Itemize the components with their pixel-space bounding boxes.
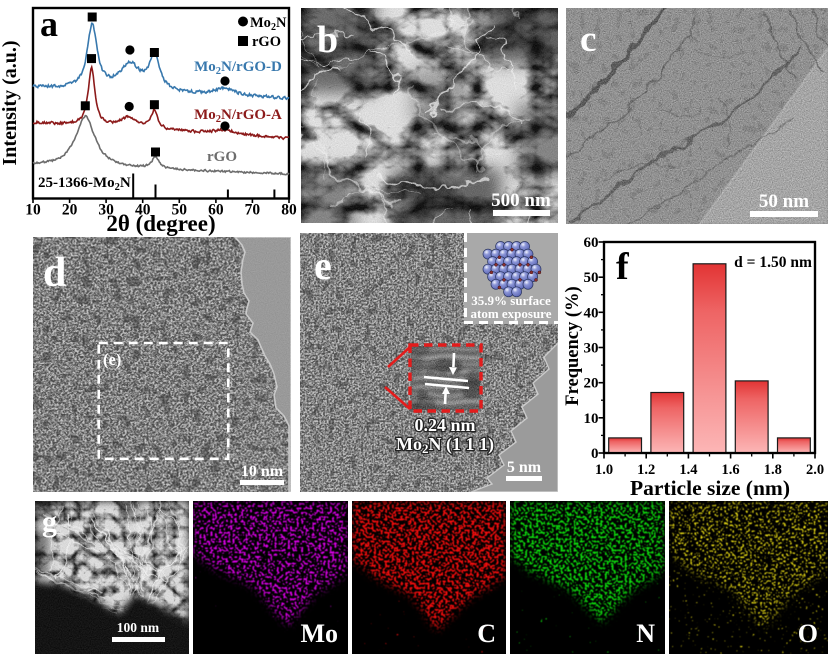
svg-text:20: 20 bbox=[62, 202, 78, 219]
svg-text:O: O bbox=[798, 619, 818, 648]
svg-text:rGO: rGO bbox=[207, 149, 237, 165]
svg-text:Mo2N (1 1 1): Mo2N (1 1 1) bbox=[396, 434, 494, 456]
svg-text:f: f bbox=[616, 246, 630, 288]
svg-text:g: g bbox=[42, 505, 57, 538]
svg-text:Mo2N: Mo2N bbox=[250, 15, 287, 33]
svg-text:50: 50 bbox=[584, 270, 599, 286]
svg-text:N: N bbox=[636, 619, 655, 648]
svg-text:10 nm: 10 nm bbox=[241, 463, 284, 480]
svg-text:60: 60 bbox=[208, 202, 224, 219]
svg-text:40: 40 bbox=[584, 305, 599, 321]
svg-text:1.2: 1.2 bbox=[637, 462, 655, 478]
svg-text:Frequency (%): Frequency (%) bbox=[563, 286, 583, 405]
svg-text:30: 30 bbox=[98, 202, 114, 219]
svg-text:80: 80 bbox=[281, 202, 297, 219]
svg-text:a: a bbox=[40, 4, 58, 44]
svg-text:70: 70 bbox=[245, 202, 261, 219]
svg-text:60: 60 bbox=[584, 235, 599, 251]
svg-text:1.8: 1.8 bbox=[764, 462, 782, 478]
svg-text:1.6: 1.6 bbox=[722, 462, 740, 478]
svg-text:b: b bbox=[317, 19, 338, 61]
svg-text:5 nm: 5 nm bbox=[507, 459, 542, 476]
svg-text:Particle size (nm): Particle size (nm) bbox=[630, 476, 790, 500]
svg-text:e: e bbox=[314, 243, 332, 288]
svg-text:100 nm: 100 nm bbox=[117, 620, 160, 635]
svg-text:Mo: Mo bbox=[300, 619, 338, 648]
svg-text:0.24 nm: 0.24 nm bbox=[414, 415, 475, 435]
svg-text:10: 10 bbox=[25, 202, 41, 219]
svg-text:d = 1.50 nm: d = 1.50 nm bbox=[734, 254, 812, 271]
svg-text:d: d bbox=[43, 250, 66, 296]
svg-text:Intensity (a.u.): Intensity (a.u.) bbox=[0, 40, 21, 165]
svg-text:50: 50 bbox=[172, 202, 188, 219]
svg-text:0: 0 bbox=[591, 446, 599, 462]
svg-text:25-1366-Mo2N: 25-1366-Mo2N bbox=[38, 175, 131, 193]
svg-text:40: 40 bbox=[135, 202, 151, 219]
svg-text:c: c bbox=[580, 19, 596, 60]
svg-text:2θ (degree): 2θ (degree) bbox=[106, 211, 215, 236]
svg-text:Mo2N/rGO-D: Mo2N/rGO-D bbox=[194, 59, 282, 77]
svg-text:50 nm: 50 nm bbox=[759, 191, 809, 212]
svg-text:rGO: rGO bbox=[252, 34, 281, 50]
svg-text:30: 30 bbox=[584, 341, 599, 357]
svg-text:Mo2N/rGO-A: Mo2N/rGO-A bbox=[194, 107, 282, 125]
svg-text:1.0: 1.0 bbox=[595, 462, 613, 478]
svg-text:atom exposure: atom exposure bbox=[470, 306, 551, 321]
svg-text:C: C bbox=[477, 619, 496, 648]
svg-text:2.0: 2.0 bbox=[806, 462, 824, 478]
svg-text:500 nm: 500 nm bbox=[491, 190, 551, 211]
svg-text:35.9% surface: 35.9% surface bbox=[471, 293, 551, 308]
svg-text:10: 10 bbox=[584, 411, 599, 427]
svg-text:(e): (e) bbox=[103, 350, 121, 369]
svg-text:20: 20 bbox=[584, 376, 599, 392]
svg-text:1.4: 1.4 bbox=[679, 462, 697, 478]
